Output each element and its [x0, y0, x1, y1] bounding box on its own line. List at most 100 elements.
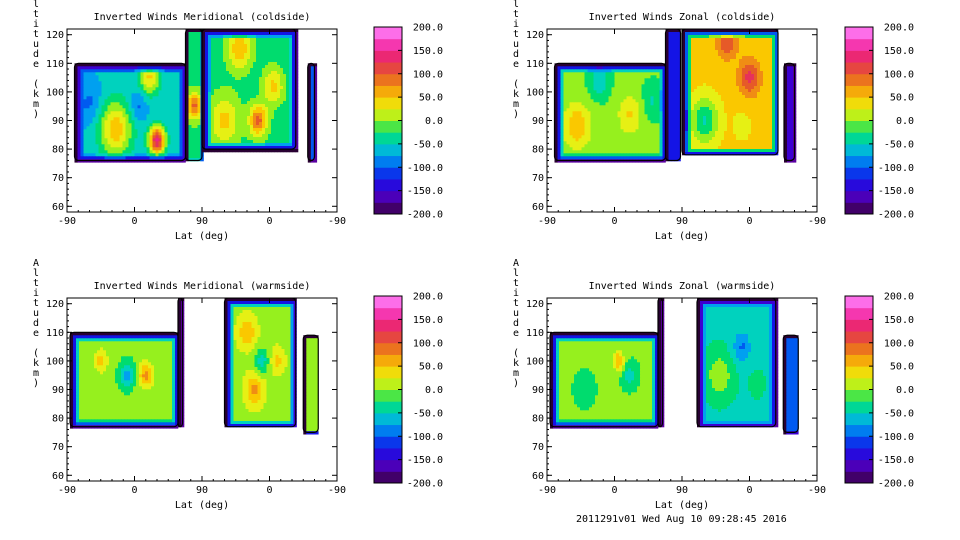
- contour-cell: [229, 83, 233, 87]
- contour-cell: [167, 117, 171, 121]
- contour-cell: [608, 111, 612, 115]
- contour-cell: [80, 129, 84, 133]
- contour-cell: [259, 110, 263, 114]
- contour-cell: [560, 102, 564, 106]
- contour-cell: [313, 159, 318, 163]
- contour-cell: [250, 140, 254, 144]
- contour-cell: [182, 123, 186, 127]
- contour-cell: [581, 84, 585, 88]
- contour-cell: [208, 83, 212, 87]
- contour-cell: [280, 38, 284, 42]
- contour-cell: [644, 81, 648, 85]
- contour-cell: [92, 156, 96, 160]
- contour-cell: [706, 53, 710, 57]
- contour-cell: [185, 125, 189, 129]
- contour-cell: [220, 95, 224, 99]
- contour-cell: [256, 83, 260, 87]
- contour-cell: [244, 35, 248, 39]
- contour-cell: [748, 35, 752, 39]
- contour-cell: [647, 75, 651, 79]
- contour-cell: [202, 41, 206, 45]
- contour-cell: [217, 65, 221, 69]
- contour-cell: [703, 47, 707, 51]
- contour-cell: [217, 116, 221, 120]
- contour-cell: [742, 62, 746, 66]
- contour-cell: [665, 59, 669, 63]
- contour-cell: [194, 47, 198, 51]
- contour-cell: [170, 78, 174, 82]
- contour-cell: [110, 78, 114, 82]
- contour-cell: [310, 159, 315, 163]
- contour-cell: [295, 53, 299, 57]
- contour-cell: [677, 116, 681, 120]
- contour-cell: [772, 44, 776, 48]
- contour-cell: [307, 105, 312, 109]
- contour-cell: [89, 141, 93, 145]
- contour-cell: [560, 87, 564, 91]
- contour-cell: [185, 113, 189, 117]
- contour-cell: [191, 71, 195, 75]
- contour-cell: [164, 84, 168, 88]
- data-region-3: [201, 29, 299, 153]
- contour-cell: [149, 153, 153, 157]
- contour-cell: [289, 122, 293, 126]
- contour-cell: [668, 44, 672, 48]
- contour-cell: [92, 126, 96, 130]
- contour-cell: [89, 117, 93, 121]
- contour-cell: [211, 116, 215, 120]
- contour-cell: [721, 53, 725, 57]
- contour-cell: [205, 101, 209, 105]
- contour-cell: [262, 32, 266, 36]
- contour-cell: [641, 156, 645, 160]
- contour-cell: [286, 92, 290, 96]
- contour-cell: [733, 59, 737, 63]
- contour-cell: [262, 143, 266, 147]
- contour-cell: [92, 129, 96, 133]
- contour-cell: [292, 83, 296, 87]
- contour-cell: [581, 78, 585, 82]
- contour-cell: [754, 71, 758, 75]
- contour-cell: [671, 53, 675, 57]
- contour-cell: [632, 66, 636, 70]
- contour-cell: [674, 32, 678, 36]
- contour-cell: [629, 123, 633, 127]
- contour-cell: [256, 101, 260, 105]
- contour-cell: [110, 153, 114, 157]
- contour-cell: [608, 126, 612, 130]
- contour-cell: [641, 141, 645, 145]
- contour-cell: [223, 29, 227, 33]
- contour-cell: [632, 90, 636, 94]
- contour-cell: [286, 137, 290, 141]
- contour-cell: [638, 129, 642, 133]
- contour-cell: [650, 81, 654, 85]
- contour-cell: [197, 65, 201, 69]
- contour-cell: [238, 38, 242, 42]
- contour-cell: [265, 83, 269, 87]
- contour-cell: [665, 44, 669, 48]
- contour-cell: [307, 69, 312, 73]
- contour-cell: [179, 135, 183, 139]
- contour-cell: [262, 53, 266, 57]
- contour-cell: [247, 107, 251, 111]
- contour-cell: [608, 132, 612, 136]
- contour-cell: [232, 80, 236, 84]
- contour-cell: [265, 62, 269, 66]
- contour-cell: [671, 107, 675, 111]
- contour-cell: [77, 132, 81, 136]
- contour-cell: [161, 81, 165, 85]
- contour-cell: [677, 152, 681, 156]
- contour-cell: [572, 147, 576, 151]
- contour-cell: [647, 150, 651, 154]
- contour-cell: [578, 120, 582, 124]
- contour-cell: [587, 117, 591, 121]
- contour-cell: [274, 29, 278, 33]
- contour-cell: [659, 93, 663, 97]
- contour-cell: [155, 75, 159, 79]
- contour-cell: [590, 99, 594, 103]
- contour-cell: [191, 119, 195, 123]
- contour-cell: [89, 150, 93, 154]
- contour-cell: [292, 32, 296, 36]
- contour-cell: [557, 102, 561, 106]
- contour-cell: [220, 116, 224, 120]
- contour-cell: [83, 123, 87, 127]
